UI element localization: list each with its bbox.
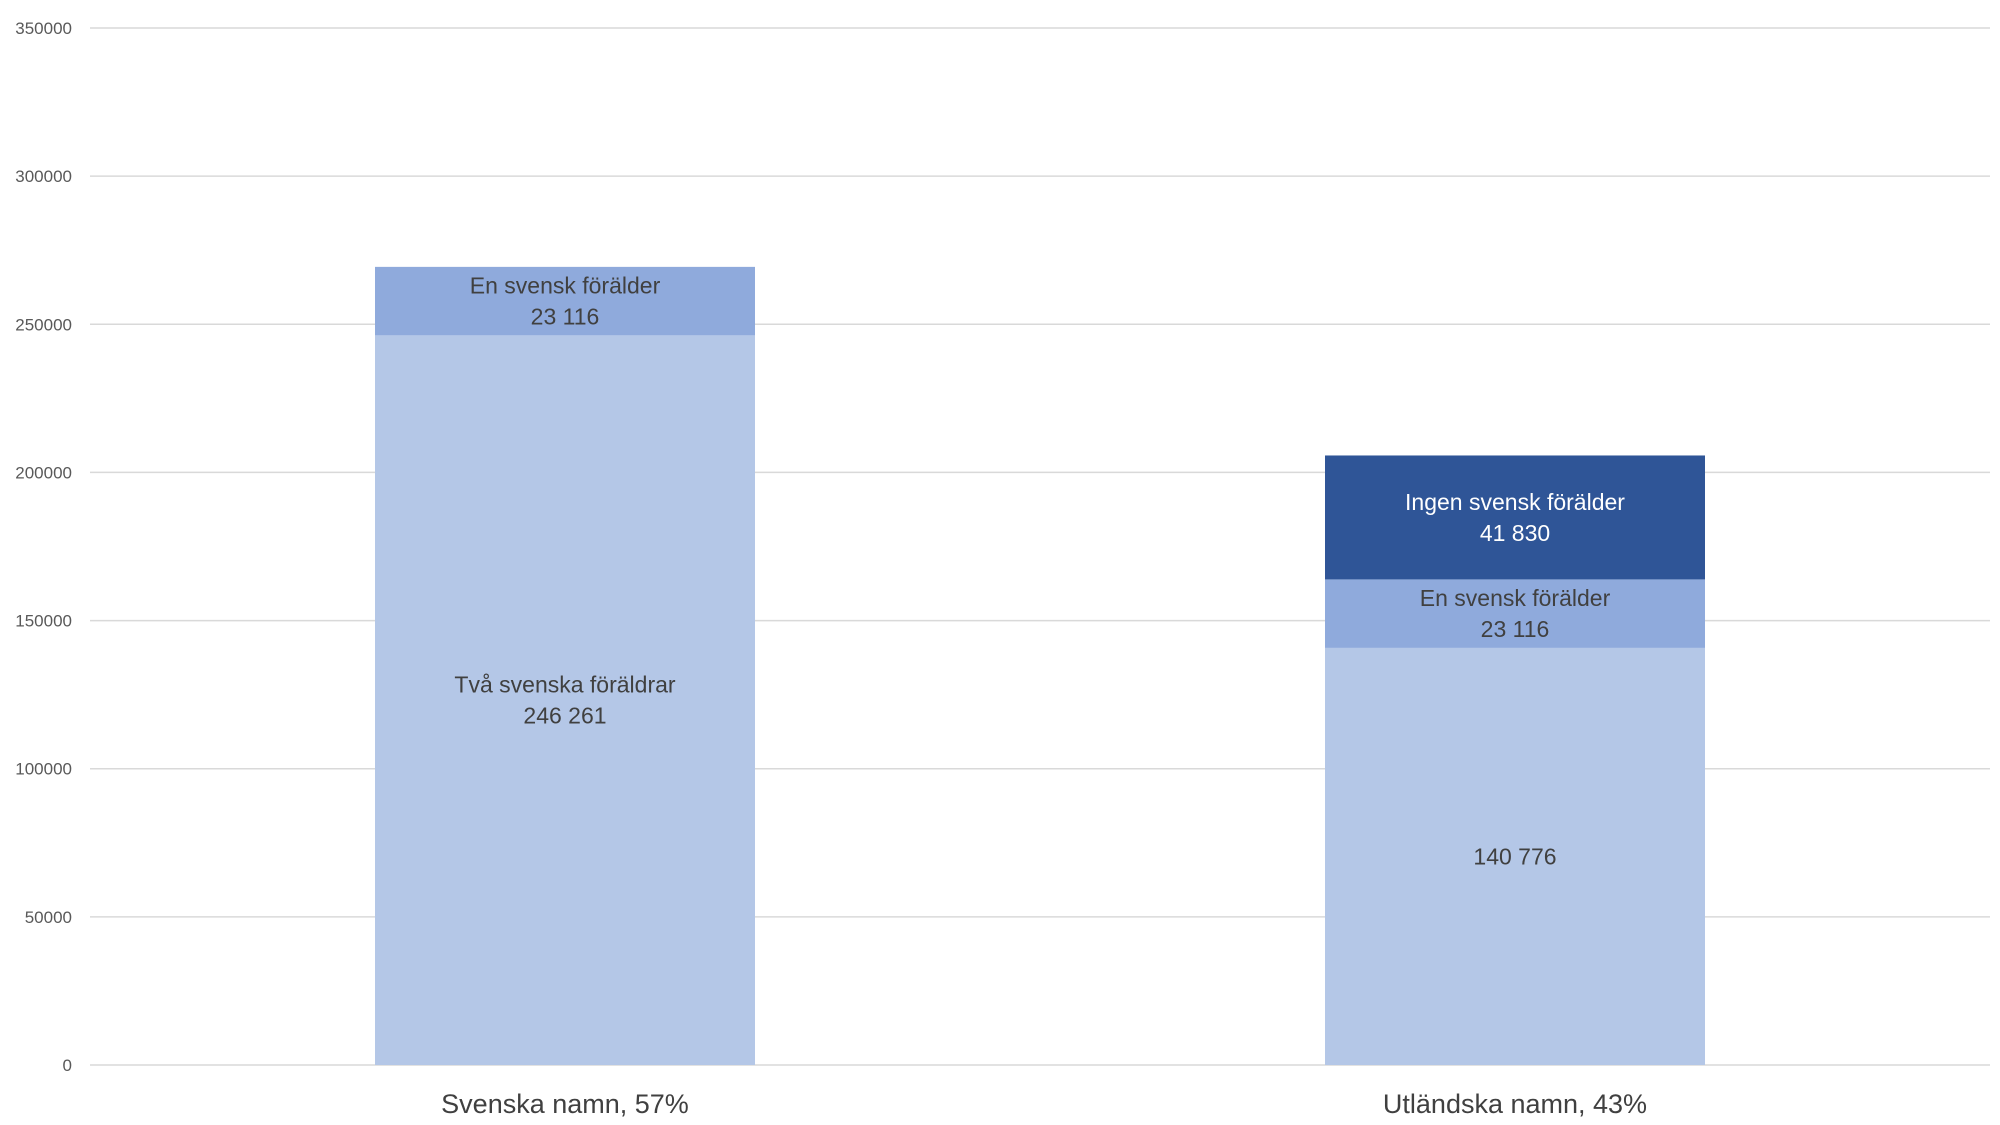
y-axis-ticks: 0 50000 100000 150000 200000 250000 300000 3500…: [15, 19, 72, 1075]
bar-segment: [1325, 579, 1705, 648]
y-tick-label: 350000: [15, 19, 72, 38]
bar-segment: [375, 335, 755, 1065]
bar-segment: [1325, 647, 1705, 1065]
bar-segment: [1325, 455, 1705, 580]
category-label: Svenska namn, 57%: [441, 1089, 689, 1119]
category-label: Utländska namn, 43%: [1383, 1089, 1647, 1119]
data-label: En svensk förälder: [1420, 585, 1611, 611]
bar-segment: [375, 266, 755, 336]
data-labels: Två svenska föräldrar 246 261 En svensk fö…: [454, 273, 1625, 870]
bars: [375, 266, 1705, 1065]
y-tick-label: 300000: [15, 167, 72, 186]
y-tick-label: 0: [63, 1056, 72, 1075]
data-label: 23 116: [531, 304, 600, 330]
data-label: Ingen svensk förälder: [1405, 489, 1625, 515]
data-label: 246 261: [523, 703, 606, 729]
data-label: Två svenska föräldrar: [454, 672, 675, 698]
x-axis-categories: Svenska namn, 57% Utländska namn, 43%: [441, 1089, 1647, 1119]
data-label: En svensk förälder: [470, 273, 661, 299]
y-tick-label: 200000: [15, 463, 72, 482]
y-tick-label: 150000: [15, 612, 72, 631]
data-label: 41 830: [1480, 520, 1550, 546]
y-tick-label: 100000: [15, 760, 72, 779]
y-tick-label: 50000: [25, 908, 72, 927]
y-tick-label: 250000: [15, 315, 72, 334]
data-label: 140 776: [1473, 843, 1556, 869]
data-label: 23 116: [1481, 616, 1550, 642]
